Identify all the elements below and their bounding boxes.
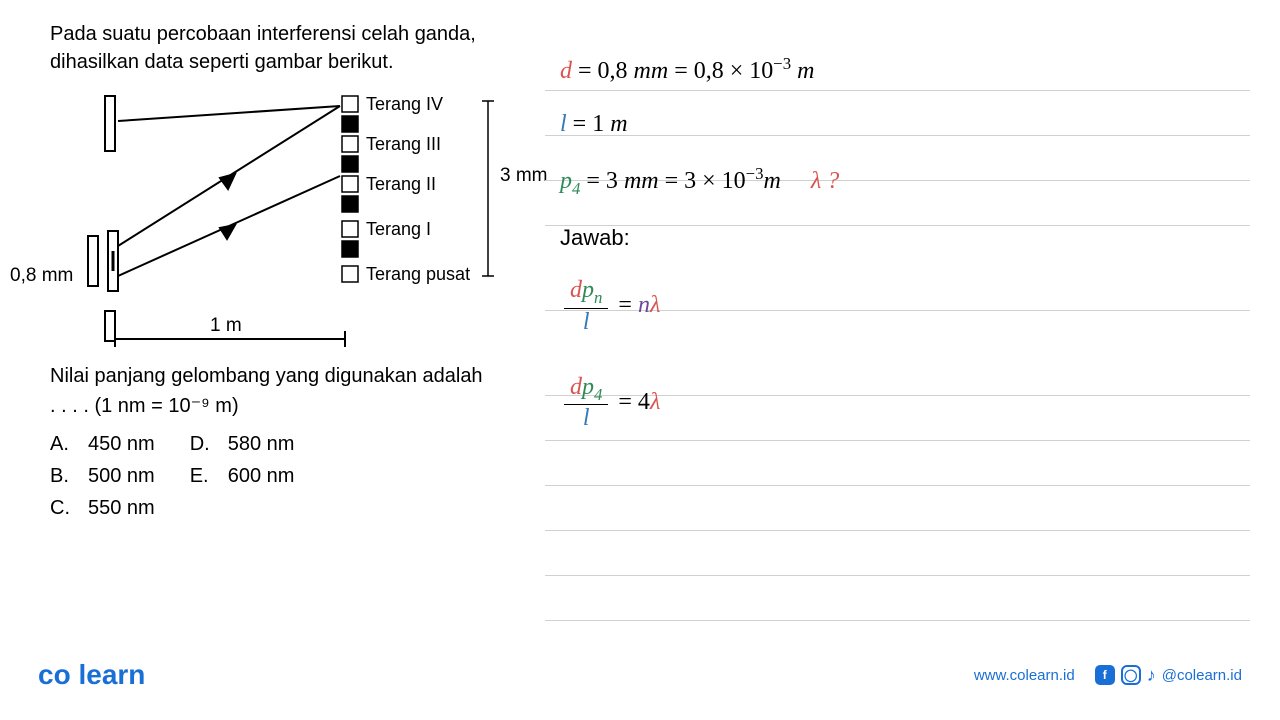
option-b: B.500 nm: [50, 461, 155, 491]
subtext-line1: Nilai panjang gelombang yang digunakan a…: [50, 365, 483, 387]
given-d: d = 0,8 mm = 0,8 × 10−3 m: [560, 50, 1250, 89]
options-col1: A.450 nm B.500 nm C.550 nm: [50, 429, 155, 523]
question-line2: dihasilkan data seperti gambar berikut.: [50, 51, 394, 73]
main-container: Pada suatu percobaan interferensi celah …: [0, 0, 1280, 720]
fringe-spacing-label: 3 mm: [500, 165, 548, 186]
var-lambda-question: λ ?: [811, 168, 839, 194]
answer-options: A.450 nm B.500 nm C.550 nm D.580 nm E.60…: [50, 429, 535, 523]
brand-co: co: [38, 659, 71, 690]
subtext-line2: . . . . (1 nm = 10⁻⁹ m): [50, 395, 239, 417]
equation-n4: dp4 l = 4λ: [560, 370, 1250, 437]
solution-panel: d = 0,8 mm = 0,8 × 10−3 m l = 1 m p4 = 3…: [545, 0, 1280, 720]
question-panel: Pada suatu percobaan interferensi celah …: [0, 0, 545, 720]
var-p4: p4: [560, 168, 580, 194]
given-p4: p4 = 3 mm = 3 × 10−3m λ ?: [560, 160, 1250, 203]
question-text: Pada suatu percobaan interferensi celah …: [50, 20, 535, 76]
fringe-label-2: Terang II: [366, 174, 436, 194]
given-l: l = 1 m: [560, 107, 1250, 142]
equation-general: dpn l = nλ: [560, 273, 1250, 340]
options-col2: D.580 nm E.600 nm: [190, 429, 295, 523]
footer-url: www.colearn.id: [974, 667, 1075, 684]
social-handle: @colearn.id: [1162, 667, 1242, 684]
footer-right: www.colearn.id f ◯ ♪ @colearn.id: [974, 665, 1242, 686]
brand-learn: learn: [78, 659, 145, 690]
fringe-label-3: Terang III: [366, 134, 441, 154]
option-a: A.450 nm: [50, 429, 155, 459]
facebook-icon: f: [1095, 665, 1115, 685]
screen-distance-label: 1 m: [210, 315, 242, 336]
fringe-label-1: Terang I: [366, 219, 431, 239]
option-c: C.550 nm: [50, 493, 155, 523]
footer: co learn www.colearn.id f ◯ ♪ @colearn.i…: [0, 655, 1280, 695]
var-d: d: [560, 58, 572, 84]
question-line1: Pada suatu percobaan interferensi celah …: [50, 23, 476, 45]
brand-logo: co learn: [38, 659, 145, 691]
option-d: D.580 nm: [190, 429, 295, 459]
fringe-label-0: Terang pusat: [366, 264, 470, 284]
fringe-label-4: Terang IV: [366, 94, 443, 114]
interference-diagram: Terang IV Terang III Terang II Terang I …: [10, 81, 550, 351]
answer-label: Jawab:: [560, 221, 1250, 255]
social-icons: f ◯ ♪ @colearn.id: [1095, 665, 1242, 686]
instagram-icon: ◯: [1121, 665, 1141, 685]
tiktok-icon: ♪: [1147, 665, 1156, 686]
slit-separation-label: 0,8 mm: [10, 265, 73, 286]
option-e: E.600 nm: [190, 461, 295, 491]
question-subtext: Nilai panjang gelombang yang digunakan a…: [50, 361, 535, 421]
var-l: l: [560, 111, 567, 137]
